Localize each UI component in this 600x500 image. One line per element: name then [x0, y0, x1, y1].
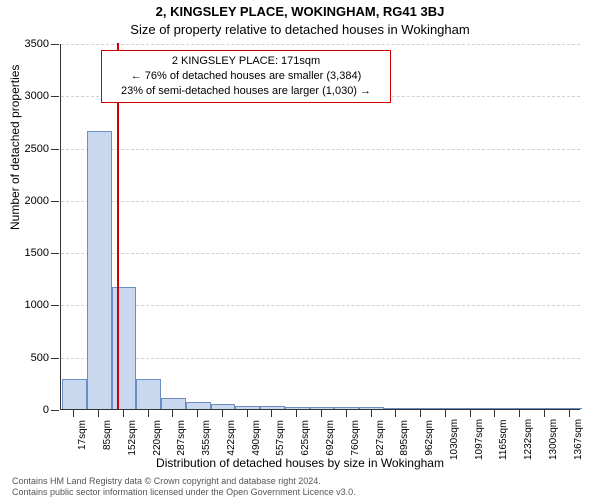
- x-tick-label: 220sqm: [152, 420, 163, 460]
- x-tick-label: 760sqm: [350, 420, 361, 460]
- x-tick: [371, 409, 372, 417]
- x-tick-label: 1165sqm: [498, 420, 509, 460]
- x-tick: [271, 409, 272, 417]
- histogram-bar: [136, 379, 161, 409]
- y-tick-label: 3500: [25, 38, 49, 50]
- histogram-bar: [87, 131, 112, 409]
- y-tick: [51, 44, 59, 45]
- y-tick-label: 2500: [25, 143, 49, 155]
- x-tick-label: 1232sqm: [523, 420, 534, 460]
- x-tick: [445, 409, 446, 417]
- x-tick-label: 1300sqm: [548, 420, 559, 460]
- x-tick-label: 962sqm: [424, 420, 435, 460]
- y-axis-title: Number of detached properties: [8, 65, 22, 230]
- y-tick: [51, 201, 59, 202]
- y-tick: [51, 149, 59, 150]
- x-tick: [197, 409, 198, 417]
- x-tick: [222, 409, 223, 417]
- page-title: 2, KINGSLEY PLACE, WOKINGHAM, RG41 3BJ: [0, 4, 600, 19]
- x-tick: [346, 409, 347, 417]
- x-tick-label: 625sqm: [300, 420, 311, 460]
- x-tick: [321, 409, 322, 417]
- x-tick-label: 152sqm: [127, 420, 138, 460]
- annotation-line-1: 2 KINGSLEY PLACE: 171sqm: [108, 54, 384, 69]
- x-tick: [148, 409, 149, 417]
- y-tick: [51, 305, 59, 306]
- x-tick-label: 692sqm: [325, 420, 336, 460]
- footer-line-1: Contains HM Land Registry data © Crown c…: [12, 476, 356, 487]
- x-tick: [420, 409, 421, 417]
- x-tick: [123, 409, 124, 417]
- x-tick-label: 422sqm: [226, 420, 237, 460]
- y-tick: [51, 358, 59, 359]
- x-tick: [247, 409, 248, 417]
- y-tick-label: 1000: [25, 299, 49, 311]
- footer-attribution: Contains HM Land Registry data © Crown c…: [12, 476, 356, 498]
- x-tick: [73, 409, 74, 417]
- x-tick-label: 490sqm: [251, 420, 262, 460]
- x-tick: [172, 409, 173, 417]
- x-tick: [494, 409, 495, 417]
- histogram-bar: [161, 398, 186, 409]
- annotation-callout: 2 KINGSLEY PLACE: 171sqm ← 76% of detach…: [101, 50, 391, 103]
- x-axis-title: Distribution of detached houses by size …: [0, 456, 600, 470]
- histogram-bar: [62, 379, 87, 409]
- x-tick-label: 557sqm: [275, 420, 286, 460]
- x-tick-label: 85sqm: [102, 420, 113, 460]
- x-tick-label: 1367sqm: [573, 420, 584, 460]
- y-tick: [51, 253, 59, 254]
- x-tick: [470, 409, 471, 417]
- x-tick-label: 17sqm: [77, 420, 88, 460]
- annotation-line-2: ← 76% of detached houses are smaller (3,…: [108, 69, 384, 84]
- histogram-bar: [112, 287, 137, 409]
- y-tick-label: 3000: [25, 90, 49, 102]
- histogram-bar: [186, 402, 211, 409]
- y-tick: [51, 410, 59, 411]
- x-tick-label: 355sqm: [201, 420, 212, 460]
- y-tick-label: 2000: [25, 195, 49, 207]
- x-tick: [395, 409, 396, 417]
- x-tick-label: 287sqm: [176, 420, 187, 460]
- x-tick: [544, 409, 545, 417]
- x-tick-label: 895sqm: [399, 420, 410, 460]
- annotation-line-3: 23% of semi-detached houses are larger (…: [108, 84, 384, 99]
- y-tick-label: 1500: [25, 247, 49, 259]
- x-tick-label: 827sqm: [375, 420, 386, 460]
- x-tick-label: 1030sqm: [449, 420, 460, 460]
- x-tick-label: 1097sqm: [474, 420, 485, 460]
- y-tick-label: 0: [43, 404, 49, 416]
- x-tick: [519, 409, 520, 417]
- histogram-plot: 0500100015002000250030003500 17sqm85sqm1…: [60, 44, 580, 410]
- y-tick-label: 500: [31, 352, 49, 364]
- y-tick: [51, 96, 59, 97]
- chart-subtitle: Size of property relative to detached ho…: [0, 22, 600, 37]
- x-tick: [296, 409, 297, 417]
- x-tick: [98, 409, 99, 417]
- footer-line-2: Contains public sector information licen…: [12, 487, 356, 498]
- x-tick: [569, 409, 570, 417]
